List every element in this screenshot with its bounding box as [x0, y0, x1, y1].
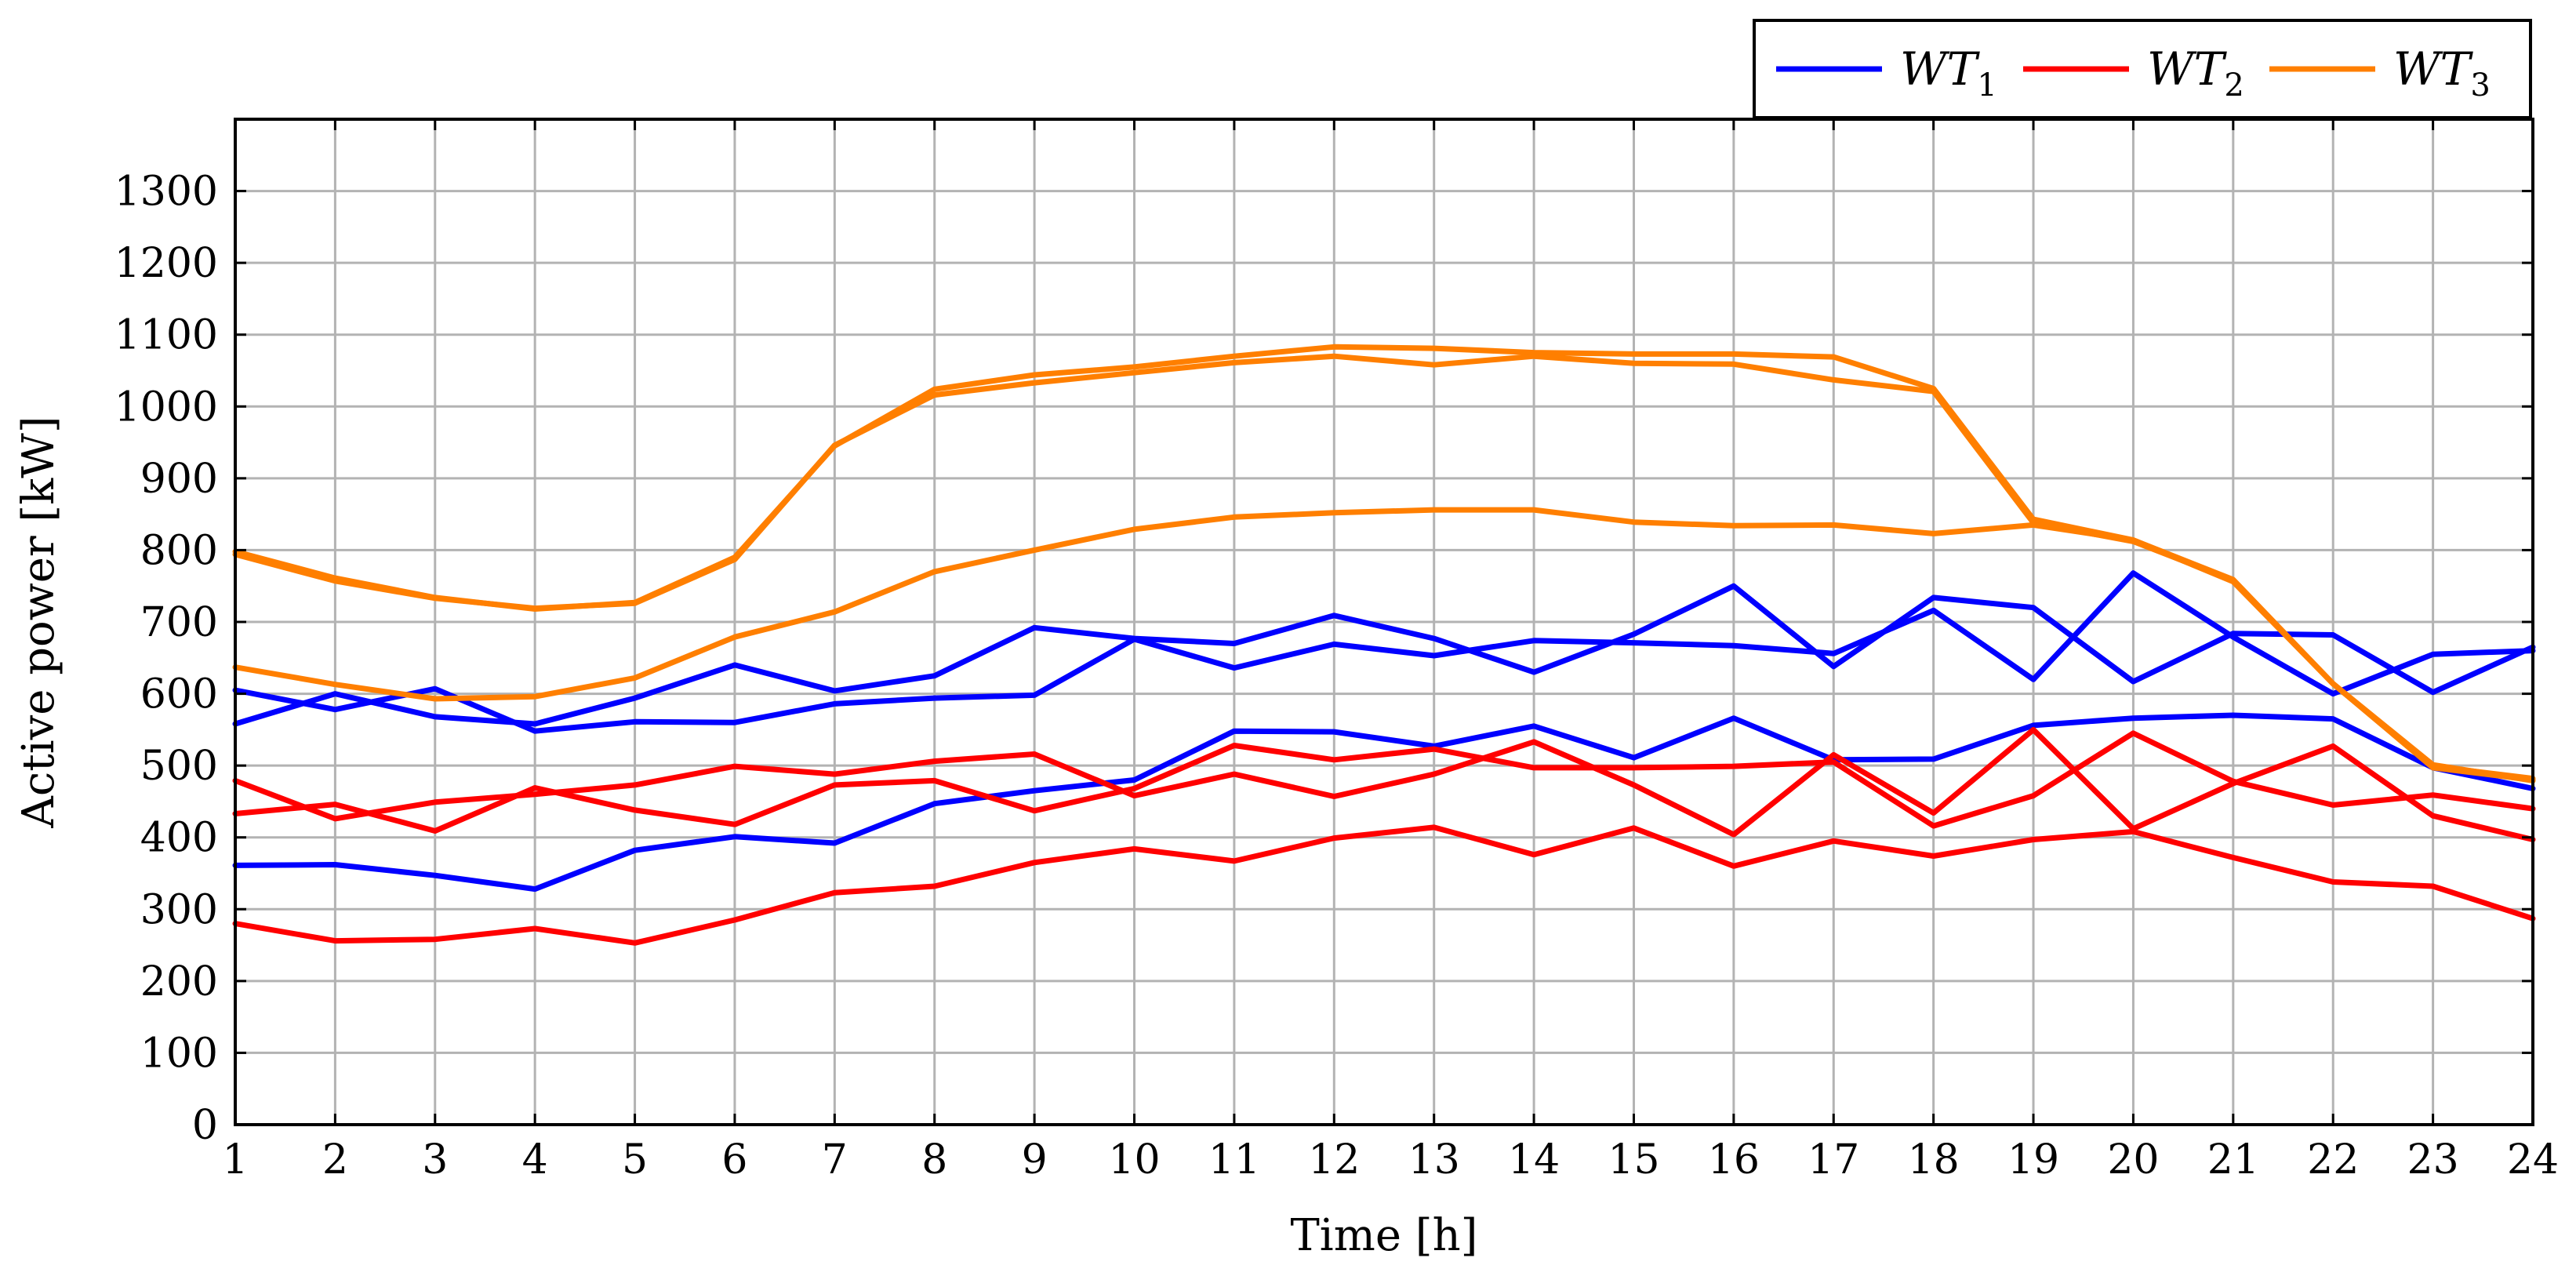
series-line-wt1-2	[232, 570, 2536, 734]
y-tick-label: 1300	[114, 169, 218, 216]
y-tick-label: 500	[140, 743, 218, 790]
x-tick-label: 23	[2407, 1136, 2459, 1183]
y-tick-label: 700	[140, 599, 218, 646]
y-tick-label: 1000	[114, 384, 218, 431]
legend-label: WT3	[2393, 42, 2491, 104]
x-tick-label: 8	[921, 1136, 947, 1183]
x-tick-label: 1	[222, 1136, 248, 1183]
y-tick-label: 800	[140, 527, 218, 574]
x-tick-label: 12	[1308, 1136, 1360, 1183]
x-tick-label: 17	[1808, 1136, 1859, 1183]
axis-ticks: 1 2 3 4 5 6 7 8 9 10 11 12 13 14 15 16 17 18 19 20 21 22 23 240…	[114, 119, 2559, 1183]
legend-label: WT1	[1900, 42, 1997, 104]
series-line-wt2-6	[232, 824, 2536, 946]
y-tick-label: 200	[140, 958, 218, 1005]
x-tick-label: 21	[2207, 1136, 2259, 1183]
x-tick-label: 22	[2307, 1136, 2359, 1183]
series-group	[232, 344, 2536, 946]
x-tick-label: 20	[2107, 1136, 2159, 1183]
y-tick-label: 300	[140, 886, 218, 933]
x-tick-label: 16	[1708, 1136, 1760, 1183]
y-tick-label: 0	[192, 1102, 218, 1149]
x-tick-label: 14	[1508, 1136, 1560, 1183]
legend-label: WT2	[2147, 42, 2244, 104]
x-tick-label: 4	[522, 1136, 548, 1183]
y-axis-title: Active power [kW]	[13, 416, 64, 828]
series-line-wt1-3	[232, 712, 2536, 893]
legend: WT1 WT2 WT3	[1753, 19, 2532, 119]
x-tick-label: 6	[721, 1136, 747, 1183]
x-tick-label: 13	[1408, 1136, 1460, 1183]
y-tick-label: 400	[140, 815, 218, 862]
series-line-wt1-1	[232, 583, 2536, 727]
x-axis-title: Time [h]	[1290, 1210, 1477, 1261]
x-tick-label: 15	[1608, 1136, 1659, 1183]
x-tick-label: 24	[2507, 1136, 2559, 1183]
y-tick-label: 1200	[114, 240, 218, 287]
series-line-wt2-4	[232, 726, 2536, 842]
x-tick-label: 3	[422, 1136, 448, 1183]
x-tick-label: 2	[322, 1136, 348, 1183]
y-tick-label: 600	[140, 671, 218, 718]
x-tick-label: 10	[1108, 1136, 1160, 1183]
legend-box	[1753, 19, 2532, 119]
x-tick-label: 9	[1022, 1136, 1048, 1183]
x-tick-label: 11	[1208, 1136, 1260, 1183]
y-tick-label: 1100	[114, 312, 218, 359]
series-line-wt3-9	[232, 507, 2536, 782]
x-tick-label: 7	[822, 1136, 848, 1183]
x-tick-label: 18	[1908, 1136, 1960, 1183]
series-line-wt2-5	[232, 730, 2536, 834]
y-tick-label: 900	[140, 456, 218, 503]
x-tick-label: 5	[622, 1136, 648, 1183]
x-tick-label: 19	[2007, 1136, 2059, 1183]
y-tick-label: 100	[140, 1030, 218, 1077]
